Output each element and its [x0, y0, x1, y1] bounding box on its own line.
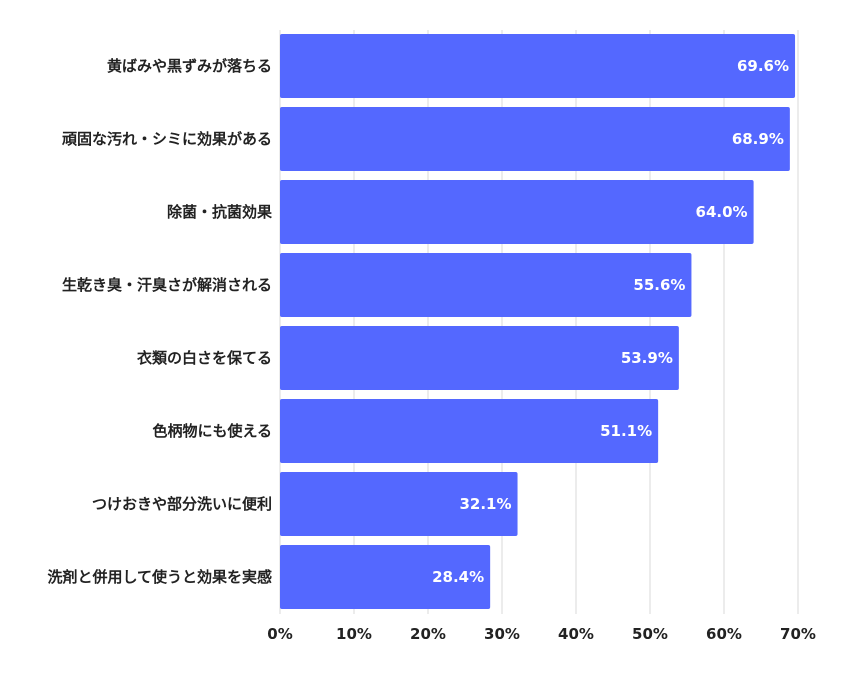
- bar: [280, 399, 659, 463]
- data-label: 55.6%: [633, 276, 685, 294]
- x-tick-label: 50%: [632, 625, 668, 643]
- x-tick-label: 10%: [336, 625, 372, 643]
- data-label: 32.1%: [459, 495, 511, 513]
- category-label: 生乾き臭・汗臭さが解消される: [62, 276, 272, 294]
- data-label: 68.9%: [732, 130, 784, 148]
- bar: [280, 326, 679, 390]
- bar: [280, 253, 692, 317]
- category-label: 頑固な汚れ・シミに効果がある: [61, 130, 272, 148]
- category-labels: 黄ばみや黒ずみが落ちる頑固な汚れ・シミに効果がある除菌・抗菌効果生乾き臭・汗臭さ…: [47, 57, 273, 586]
- category-label: つけおきや部分洗いに便利: [92, 495, 272, 513]
- data-label: 51.1%: [600, 422, 652, 440]
- data-label: 53.9%: [621, 349, 673, 367]
- bar: [280, 472, 518, 536]
- x-tick-labels: 0% 10% 20% 30% 40% 50% 60% 70%: [267, 625, 816, 643]
- x-tick-label: 20%: [410, 625, 446, 643]
- x-tick-label: 30%: [484, 625, 520, 643]
- bar: [280, 545, 491, 609]
- bar: [280, 34, 796, 98]
- bars: 69.6% 68.9% 64.0% 55.6% 53.9% 51.1% 32.1% 28.4%: [280, 34, 796, 609]
- category-label: 衣類の白さを保てる: [137, 349, 272, 367]
- data-label: 28.4%: [432, 568, 484, 586]
- category-label: 洗剤と併用して使うと効果を実感: [47, 568, 272, 586]
- x-tick-label: 70%: [780, 625, 816, 643]
- category-label: 除菌・抗菌効果: [167, 203, 273, 221]
- bar: [280, 107, 790, 171]
- x-tick-label: 40%: [558, 625, 594, 643]
- data-label: 64.0%: [696, 203, 748, 221]
- category-label: 黄ばみや黒ずみが落ちる: [107, 57, 272, 75]
- bar: [280, 180, 754, 244]
- x-tick-label: 0%: [267, 625, 292, 643]
- x-tick-label: 60%: [706, 625, 742, 643]
- category-label: 色柄物にも使える: [152, 422, 272, 440]
- data-label: 69.6%: [737, 57, 789, 75]
